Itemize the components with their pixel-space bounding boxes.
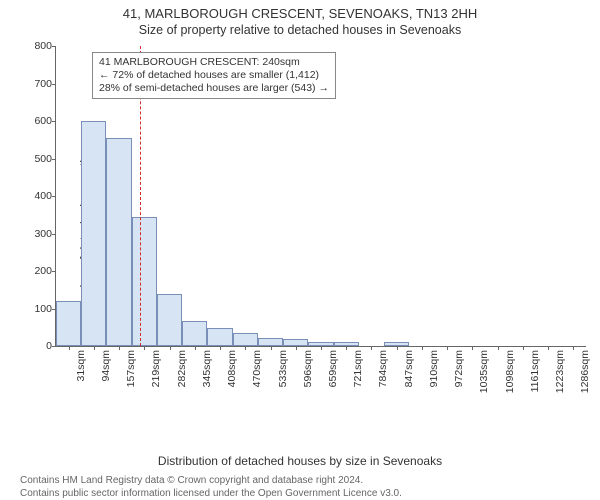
x-tick-mark bbox=[144, 346, 145, 350]
x-tick-mark bbox=[69, 346, 70, 350]
histogram-bar bbox=[132, 217, 157, 346]
x-tick-mark bbox=[371, 346, 372, 350]
y-tick-mark bbox=[52, 159, 56, 160]
x-tick-mark bbox=[321, 346, 322, 350]
x-tick-label: 282sqm bbox=[176, 350, 188, 387]
histogram-bar bbox=[81, 121, 106, 346]
y-tick-label: 400 bbox=[18, 190, 52, 202]
y-tick-label: 800 bbox=[18, 40, 52, 52]
x-tick-label: 219sqm bbox=[150, 350, 162, 387]
x-tick-label: 910sqm bbox=[428, 350, 440, 387]
y-tick-label: 600 bbox=[18, 115, 52, 127]
annotation-box: 41 MARLBOROUGH CRESCENT: 240sqm← 72% of … bbox=[92, 52, 336, 99]
x-tick-mark bbox=[472, 346, 473, 350]
x-tick-mark bbox=[422, 346, 423, 350]
y-tick-mark bbox=[52, 121, 56, 122]
annotation-line: 41 MARLBOROUGH CRESCENT: 240sqm bbox=[99, 56, 329, 69]
x-tick-label: 784sqm bbox=[377, 350, 389, 387]
x-tick-mark bbox=[271, 346, 272, 350]
x-tick-label: 1161sqm bbox=[529, 350, 541, 392]
x-tick-label: 1035sqm bbox=[478, 350, 490, 393]
y-tick-mark bbox=[52, 271, 56, 272]
x-tick-label: 470sqm bbox=[251, 350, 263, 387]
x-tick-label: 94sqm bbox=[100, 350, 112, 382]
x-tick-label: 721sqm bbox=[352, 350, 364, 387]
y-tick-mark bbox=[52, 346, 56, 347]
x-tick-label: 847sqm bbox=[403, 350, 415, 387]
x-tick-label: 31sqm bbox=[75, 350, 87, 382]
x-tick-label: 408sqm bbox=[226, 350, 238, 387]
x-tick-mark bbox=[523, 346, 524, 350]
x-tick-mark bbox=[220, 346, 221, 350]
y-tick-label: 300 bbox=[18, 228, 52, 240]
histogram-bar bbox=[283, 339, 308, 346]
x-tick-mark bbox=[498, 346, 499, 350]
histogram-bar bbox=[157, 294, 182, 347]
annotation-line: ← 72% of detached houses are smaller (1,… bbox=[99, 69, 329, 82]
x-tick-label: 659sqm bbox=[327, 350, 339, 387]
y-tick-label: 200 bbox=[18, 265, 52, 277]
x-tick-mark bbox=[296, 346, 297, 350]
x-tick-mark bbox=[346, 346, 347, 350]
histogram-bar bbox=[207, 328, 232, 346]
histogram-bar bbox=[106, 138, 131, 346]
x-tick-label: 596sqm bbox=[302, 350, 314, 387]
x-tick-mark bbox=[170, 346, 171, 350]
y-tick-mark bbox=[52, 84, 56, 85]
x-tick-mark bbox=[245, 346, 246, 350]
x-tick-label: 1223sqm bbox=[554, 350, 566, 393]
histogram-bar bbox=[233, 333, 258, 347]
x-tick-mark bbox=[548, 346, 549, 350]
x-tick-label: 1286sqm bbox=[579, 350, 591, 393]
plot-wrap: Number of detached properties 41 MARLBOR… bbox=[0, 40, 600, 420]
y-tick-mark bbox=[52, 46, 56, 47]
chart-title-line2: Size of property relative to detached ho… bbox=[0, 21, 600, 37]
x-tick-label: 972sqm bbox=[453, 350, 465, 387]
histogram-bar bbox=[182, 321, 207, 347]
x-tick-label: 1098sqm bbox=[504, 350, 516, 393]
annotation-line: 28% of semi-detached houses are larger (… bbox=[99, 82, 329, 95]
x-tick-mark bbox=[447, 346, 448, 350]
x-tick-mark bbox=[195, 346, 196, 350]
x-axis-label: Distribution of detached houses by size … bbox=[0, 454, 600, 468]
x-tick-label: 157sqm bbox=[125, 350, 137, 387]
x-tick-mark bbox=[573, 346, 574, 350]
bottom-region: Distribution of detached houses by size … bbox=[0, 454, 600, 500]
credits-line1: Contains HM Land Registry data © Crown c… bbox=[0, 474, 600, 487]
x-tick-mark bbox=[119, 346, 120, 350]
y-tick-label: 500 bbox=[18, 153, 52, 165]
y-tick-label: 700 bbox=[18, 78, 52, 90]
x-tick-label: 533sqm bbox=[277, 350, 289, 387]
x-tick-mark bbox=[397, 346, 398, 350]
y-tick-mark bbox=[52, 196, 56, 197]
plot-area: 41 MARLBOROUGH CRESCENT: 240sqm← 72% of … bbox=[55, 46, 586, 347]
y-tick-mark bbox=[52, 234, 56, 235]
chart-title-line1: 41, MARLBOROUGH CRESCENT, SEVENOAKS, TN1… bbox=[0, 0, 600, 21]
y-tick-label: 0 bbox=[18, 340, 52, 352]
x-tick-label: 345sqm bbox=[201, 350, 213, 387]
credits-line2: Contains public sector information licen… bbox=[0, 487, 600, 500]
histogram-bar bbox=[258, 338, 283, 346]
y-tick-label: 100 bbox=[18, 303, 52, 315]
x-tick-mark bbox=[94, 346, 95, 350]
histogram-bar bbox=[56, 301, 81, 346]
